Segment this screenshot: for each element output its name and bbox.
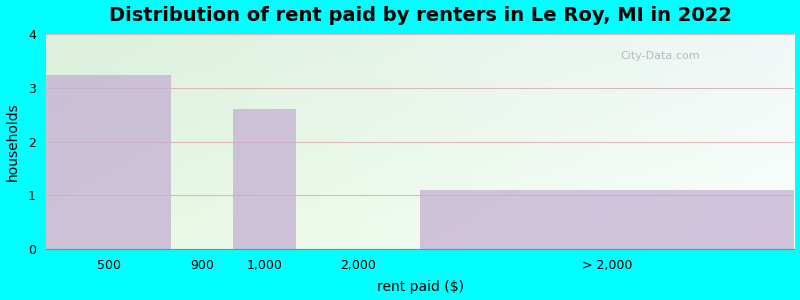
Bar	[420, 190, 794, 249]
X-axis label: rent paid ($): rent paid ($)	[377, 280, 464, 294]
Title: Distribution of rent paid by renters in Le Roy, MI in 2022: Distribution of rent paid by renters in …	[109, 6, 732, 25]
Y-axis label: households: households	[6, 102, 19, 181]
Text: City-Data.com: City-Data.com	[620, 51, 699, 61]
Bar	[234, 110, 296, 249]
Bar	[46, 75, 171, 249]
